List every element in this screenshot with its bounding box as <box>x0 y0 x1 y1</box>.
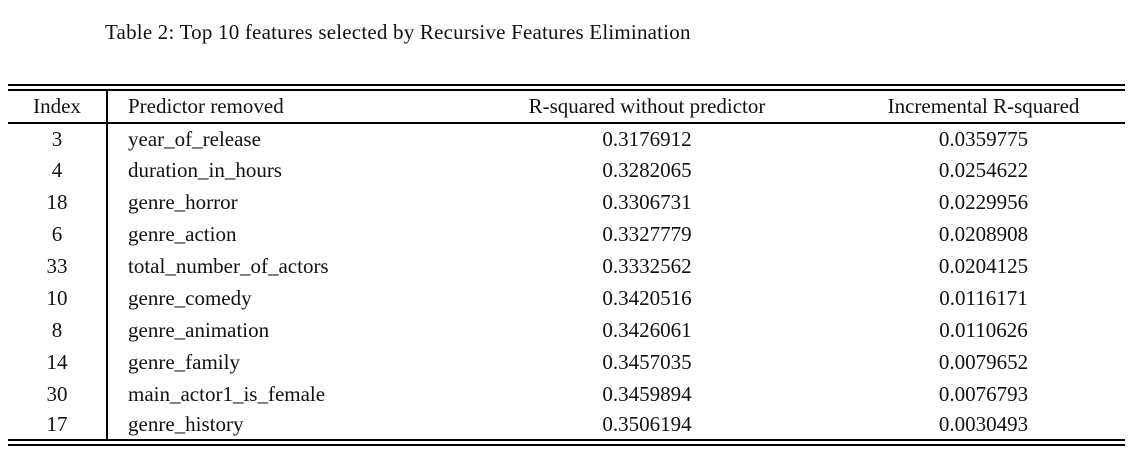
table-row: 8 genre_animation 0.3426061 0.0110626 <box>8 314 1125 347</box>
cell-predictor-removed: main_actor1_is_female <box>128 382 326 406</box>
cell-index: 33 <box>8 250 108 283</box>
table-row: 10 genre_comedy 0.3420516 0.0116171 <box>8 282 1125 315</box>
cell-index: 8 <box>8 314 108 347</box>
cell-index: 6 <box>8 218 108 251</box>
cell-predictor-removed: genre_family <box>128 350 240 374</box>
cell-r-squared-without: 0.3327779 <box>602 222 692 246</box>
cell-incremental-r-squared: 0.0116171 <box>939 286 1028 310</box>
cell-predictor-removed: genre_history <box>128 412 244 437</box>
cell-r-squared-without: 0.3420516 <box>602 286 692 310</box>
cell-r-squared-without: 0.3459894 <box>602 382 692 406</box>
header-row: Index Predictor removed R-squared withou… <box>8 87 1125 124</box>
cell-index: 4 <box>8 154 108 187</box>
column-header-r-squared-without-predictor: R-squared without predictor <box>452 87 842 124</box>
cell-incremental-r-squared: 0.0254622 <box>938 158 1029 182</box>
cell-incremental-r-squared: 0.0030493 <box>938 412 1029 437</box>
cell-r-squared-without: 0.3426061 <box>602 318 692 342</box>
cell-predictor-removed: total_number_of_actors <box>128 254 329 278</box>
column-header-predictor-removed: Predictor removed <box>107 87 452 124</box>
cell-predictor-removed: year_of_release <box>128 126 261 151</box>
table-header: Index Predictor removed R-squared withou… <box>8 87 1125 124</box>
cell-incremental-r-squared: 0.0079652 <box>938 350 1029 374</box>
cell-index: 17 <box>8 410 108 443</box>
table-row: 33 total_number_of_actors 0.3332562 0.02… <box>8 250 1125 283</box>
cell-incremental-r-squared: 0.0110626 <box>939 318 1028 342</box>
cell-incremental-r-squared: 0.0208908 <box>938 222 1029 246</box>
cell-r-squared-without: 0.3176912 <box>602 126 692 151</box>
cell-incremental-r-squared: 0.0229956 <box>938 190 1029 214</box>
cell-r-squared-without: 0.3506194 <box>602 412 692 437</box>
cell-r-squared-without: 0.3457035 <box>602 350 692 374</box>
cell-index: 14 <box>8 346 108 379</box>
cell-predictor-removed: genre_action <box>128 222 237 246</box>
cell-predictor-removed: duration_in_hours <box>128 158 282 182</box>
cell-r-squared-without: 0.3306731 <box>602 190 692 214</box>
table-row: 4 duration_in_hours 0.3282065 0.0254622 <box>8 154 1125 187</box>
table-body: 3 year_of_release 0.3176912 0.0359775 4 … <box>8 122 1125 443</box>
cell-incremental-r-squared: 0.0204125 <box>938 254 1029 278</box>
cell-r-squared-without: 0.3282065 <box>602 158 692 182</box>
column-header-incremental-r-squared: Incremental R-squared <box>842 87 1125 124</box>
table-row: 6 genre_action 0.3327779 0.0208908 <box>8 218 1125 251</box>
cell-r-squared-without: 0.3332562 <box>602 254 692 278</box>
cell-index: 30 <box>8 378 108 411</box>
cell-incremental-r-squared: 0.0359775 <box>938 126 1029 151</box>
column-header-index: Index <box>8 87 108 124</box>
cell-index: 18 <box>8 186 108 219</box>
table-container: Index Predictor removed R-squared withou… <box>8 84 1125 446</box>
table-row: 18 genre_horror 0.3306731 0.0229956 <box>8 186 1125 219</box>
rfe-results-table: Index Predictor removed R-squared withou… <box>8 84 1125 446</box>
table-row: 17 genre_history 0.3506194 0.0030493 <box>8 410 1125 443</box>
cell-index: 10 <box>8 282 108 315</box>
cell-incremental-r-squared: 0.0076793 <box>938 382 1029 406</box>
table-row: 30 main_actor1_is_female 0.3459894 0.007… <box>8 378 1125 411</box>
cell-predictor-removed: genre_comedy <box>128 286 252 310</box>
cell-predictor-removed: genre_horror <box>128 190 238 214</box>
table-caption: Table 2: Top 10 features selected by Rec… <box>105 20 691 44</box>
cell-index: 3 <box>8 122 108 155</box>
cell-predictor-removed: genre_animation <box>128 318 270 342</box>
table-row: 3 year_of_release 0.3176912 0.0359775 <box>8 122 1125 155</box>
table-row: 14 genre_family 0.3457035 0.0079652 <box>8 346 1125 379</box>
